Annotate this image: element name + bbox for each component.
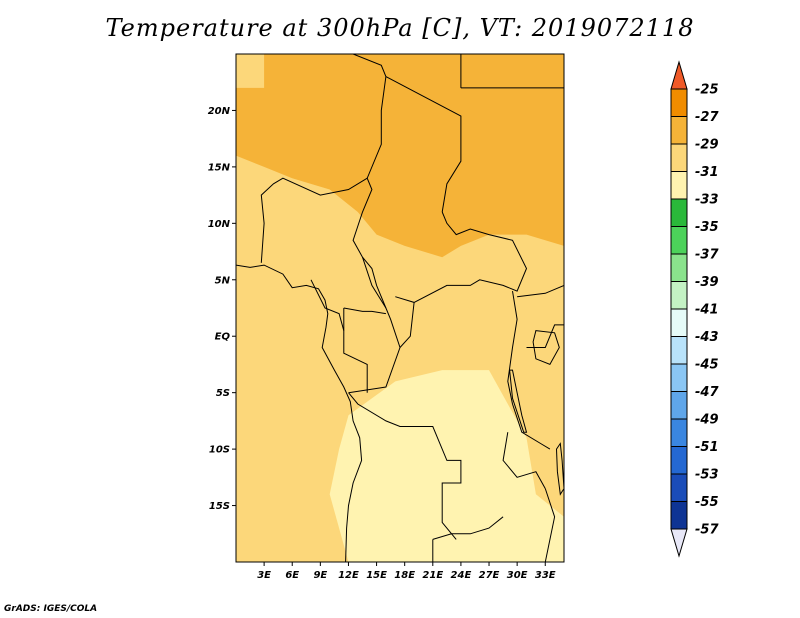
legend-swatch [670,143,688,172]
legend-label: -55 [695,495,719,510]
country-border [260,177,368,263]
lon-tick-label: 24E [451,570,472,581]
lat-tick-label: 15N [208,162,231,173]
country-border [502,432,546,489]
lon-tick-label: 27E [479,570,500,581]
temperature-map [236,54,564,562]
legend-swatch [670,116,688,145]
lon-tick-label: 21E [422,570,443,581]
lon-tick-label: 33E [535,570,556,581]
legend-label: -31 [695,165,719,180]
lake-outline [532,330,560,366]
lake-outline [509,369,528,433]
coastline [236,264,363,562]
lat-tick-label: 10S [209,445,230,456]
legend-label: -45 [695,358,719,373]
legend-label: -27 [695,110,719,125]
legend-swatch [670,363,688,392]
legend-label: -25 [695,83,719,98]
lat-tick-label: 20N [208,106,231,117]
lon-tick-label: 6E [285,570,299,581]
legend-swatch [670,253,688,282]
legend-label: -57 [695,523,719,538]
legend-label: -49 [695,413,719,428]
legend-swatch [670,308,688,337]
country-border [385,76,462,213]
lat-tick-label: 5S [216,388,230,399]
lat-tick-label: EQ [215,332,231,343]
lon-tick-label: 18E [394,570,415,581]
lon-tick-label: 12E [338,570,359,581]
legend-label: -33 [695,193,719,208]
legend-swatch [670,171,688,200]
page-title: Temperature at 300hPa [C], VT: 201907211… [105,14,695,42]
lat-tick-label: 5N [215,275,231,286]
legend-swatch [670,281,688,310]
legend-swatch [670,88,688,117]
legend-label: -41 [695,303,719,318]
legend-swatch [670,446,688,475]
country-border [507,291,518,405]
lat-tick-label: 10N [208,219,231,230]
legend-label: -37 [695,248,719,263]
map-axes: 20N 15N 10N 5N EQ 5S 10S 15S 3E 6E 9E 12E 15E 18E 21E 2… [208,106,556,581]
legend-label: -29 [695,138,719,153]
lon-tick-label: 30E [507,570,528,581]
legend-swatch [670,391,688,420]
country-border [352,54,387,77]
country-border [544,488,556,562]
country-border [348,392,462,540]
country-border [512,403,551,450]
lon-tick-label: 15E [366,570,387,581]
color-legend: -25 -27 -29 -31 -33 -35 -37 -39 -41 -43 -45 -47 -49 -… [670,60,719,558]
lon-tick-label: 9E [313,570,327,581]
lake-outline [555,442,564,496]
legend-label: -53 [695,468,719,483]
lat-tick-label: 15S [209,501,230,512]
legend-swatch [670,501,688,530]
shaded-region-cool-south-center [329,370,564,562]
country-border [526,324,564,348]
legend-label: -35 [695,220,719,235]
country-border [432,516,504,540]
country-border [517,284,564,298]
lon-tick-label: 3E [257,570,271,581]
legend-label: -51 [695,440,719,455]
legend-swatch [670,336,688,365]
country-border [362,257,387,309]
legend-swatch [670,473,688,502]
shaded-region-band-north [236,54,564,258]
country-border [395,211,528,303]
country-border [343,308,368,393]
legend-label: -47 [695,385,719,400]
legend-label: -43 [695,330,719,345]
country-border [343,307,386,315]
legend-label: -39 [695,275,719,290]
legend-swatch-top [670,60,688,90]
map-frame [235,53,565,563]
grads-credit: GrADS: IGES/COLA [4,604,98,614]
country-border [310,279,345,331]
legend-swatch-bottom [670,528,688,558]
legend-swatch [670,418,688,447]
country-border [399,302,415,348]
legend-swatch [670,198,688,227]
legend-swatch [670,226,688,255]
